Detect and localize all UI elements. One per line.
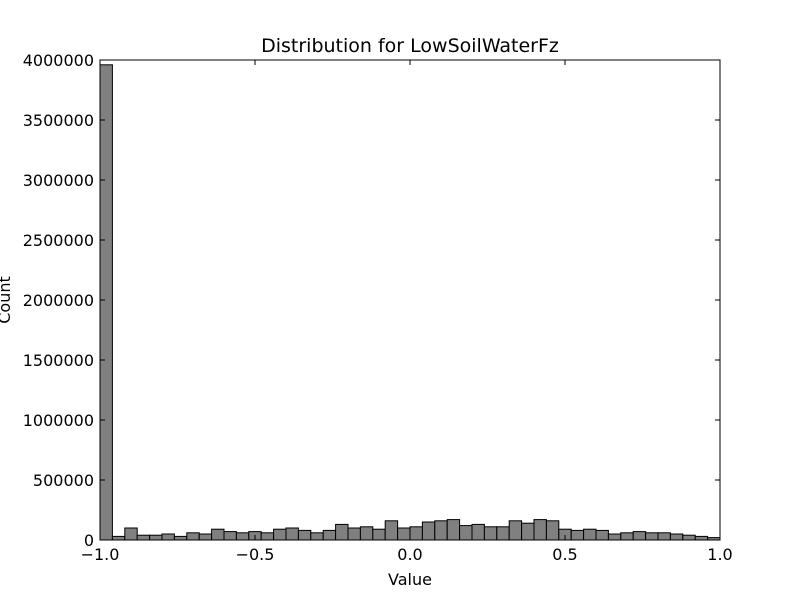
x-tick-label: −0.5	[236, 545, 275, 564]
histogram-bar	[186, 532, 200, 541]
histogram-bar	[620, 532, 634, 541]
y-axis-label: Count	[0, 276, 14, 324]
plot-frame	[99, 59, 721, 541]
histogram-bar	[397, 527, 411, 541]
histogram-bar	[310, 532, 324, 541]
histogram-bar	[161, 533, 175, 541]
x-tick-label: −1.0	[81, 545, 120, 564]
histogram-bar	[434, 520, 448, 541]
histogram-bar	[384, 520, 399, 541]
histogram-bar	[607, 533, 622, 541]
histogram-bar	[285, 527, 299, 541]
histogram-bar	[99, 64, 113, 541]
histogram-bar	[260, 532, 275, 541]
chart-title: Distribution for LowSoilWaterFz	[261, 35, 559, 57]
histogram-bar	[471, 523, 485, 541]
histogram-bar	[198, 533, 213, 541]
histogram-bar	[545, 520, 560, 541]
y-tick-label: 2500000	[23, 231, 94, 250]
histogram-bar	[521, 522, 535, 541]
histogram-bar	[583, 528, 597, 541]
histogram-bar	[211, 528, 225, 541]
histogram-bar	[322, 529, 337, 541]
histogram-bar	[223, 531, 237, 541]
y-tick-label: 1500000	[23, 351, 94, 370]
y-tick-label: 1000000	[23, 411, 94, 430]
histogram-bar	[372, 528, 386, 541]
y-tick-label: 4000000	[23, 51, 94, 70]
histogram-bar	[347, 527, 361, 541]
histogram-bar	[570, 529, 585, 541]
y-tick-label: 500000	[33, 471, 94, 490]
y-tick-label: 2000000	[23, 291, 94, 310]
histogram-bar	[446, 519, 461, 541]
histogram-bar	[533, 519, 547, 541]
histogram-bar	[359, 526, 374, 541]
histogram-bar	[335, 523, 349, 541]
histogram-bar	[235, 532, 250, 541]
y-tick-label: 3500000	[23, 111, 94, 130]
histogram-bar	[508, 520, 523, 541]
y-tick-label: 3000000	[23, 171, 94, 190]
histogram-bar	[669, 533, 684, 541]
x-tick-label: 0.5	[552, 545, 577, 564]
histogram-bar	[645, 532, 659, 541]
histogram-bar	[657, 532, 671, 541]
histogram-bar	[149, 534, 163, 541]
histogram-bar	[173, 535, 188, 541]
histogram-bar	[483, 526, 498, 541]
histogram-bar	[136, 534, 151, 541]
histogram-bar	[421, 521, 436, 541]
x-axis-label: Value	[388, 570, 432, 589]
histogram-bar	[409, 526, 423, 541]
histogram-bar	[111, 535, 126, 541]
histogram-bar	[632, 531, 647, 541]
histogram-bar	[459, 525, 473, 541]
x-tick-label: 0.0	[397, 545, 422, 564]
histogram-bar	[694, 535, 709, 541]
histogram-bar	[595, 529, 609, 541]
histogram-bar	[496, 526, 510, 541]
x-tick-label: 1.0	[707, 545, 732, 564]
axis-ticks: −1.0 −0.5 0.0 0.5 1.0 0 500000 1000000 1500000 20…	[23, 51, 733, 564]
histogram-bar	[273, 528, 287, 541]
histogram-bar	[124, 527, 138, 541]
histogram-bar	[297, 529, 312, 541]
y-tick-label: 0	[84, 531, 94, 550]
histogram-bar	[682, 534, 696, 541]
